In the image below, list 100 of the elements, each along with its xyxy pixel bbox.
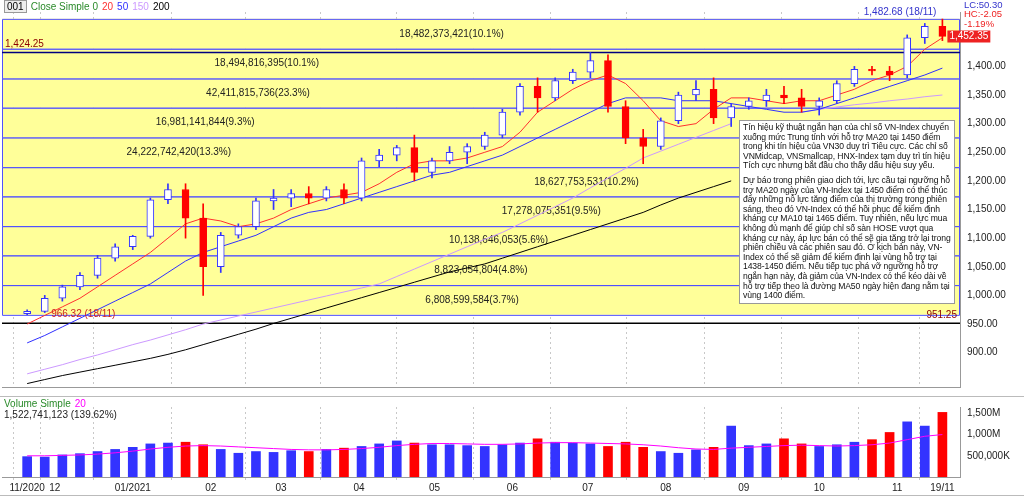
x-tick-label: 11/2020 [9, 481, 46, 493]
bar [462, 445, 472, 477]
band-label: 17,278,075,351(9.5%) [501, 204, 601, 216]
band-label: 18,494,816,395(10.1%) [214, 57, 320, 69]
y-tick-label: 1,250.00 [967, 146, 1007, 158]
legend-title: Volume Simple [4, 398, 71, 409]
bar [532, 438, 543, 477]
candlestick [639, 129, 648, 165]
text: 20 [74, 398, 86, 409]
bar [902, 421, 913, 477]
bar [22, 456, 32, 477]
text: LC:50.30 [964, 0, 1004, 10]
y-tick-label: 1,150.00 [967, 203, 1007, 215]
annotation: Tín hiệu kỹ thuật ngắn hạn của chỉ số VN-Index chuyển xuống mức Trung tính với hỗ trợ MA20 tại 1450 điểm trong khi tín hiệu của VN30 duy trì Tiêu cực. Các chỉ số VNMidcap, VNSmallcap, HNX-Index tạm duy trì tín hiệu Tích cực nhưng bắt đầu cho thấy dấu hiệu suy yếu. [743, 122, 951, 171]
x-tick-label: 12 [49, 481, 61, 493]
bar [427, 444, 437, 477]
x-tick-label: 03 [275, 481, 288, 493]
y-tick-label: 1,200.00 [967, 174, 1007, 186]
bar [444, 444, 455, 477]
bar [286, 450, 296, 477]
x-tick-label: 01/2021 [114, 481, 152, 493]
bar [110, 449, 120, 477]
text: 150 [132, 1, 149, 12]
bar [550, 441, 561, 477]
text: 50 [117, 1, 129, 12]
annotation: 1,482.68 (18/11) [863, 5, 937, 17]
band-label: 24,222,742,420(13.3%) [126, 146, 232, 158]
y-tick-label: 1,400.00 [967, 60, 1007, 72]
bar [163, 442, 173, 477]
bar [215, 449, 226, 477]
bar [726, 425, 737, 477]
x-tick-label: 02 [205, 481, 217, 493]
x-tick-label: 06 [506, 481, 519, 493]
bar [127, 446, 138, 477]
bar [39, 456, 50, 477]
bar [479, 446, 490, 477]
bar [603, 446, 613, 477]
y-tick-label: 1,000M [967, 428, 1001, 440]
x-tick-label: 19/11 [930, 481, 955, 493]
bar [268, 452, 279, 477]
bar [515, 442, 525, 477]
y-tick-label: 900.00 [967, 346, 999, 358]
text: 20 [101, 1, 114, 12]
annotation: 001 [4, 0, 27, 13]
bar [339, 447, 349, 477]
note-box: Tín hiệu kỹ thuật ngắn hạn của chỉ số VN-Index chuyển xuống mức Trung tính với hỗ trợ MA20 tại 1450 điểm trong khi tín hiệu của VN30 duy trì Tiêu cực. Các chỉ số VNMidcap, VNSmallcap, HNX-Index tạm duy trì tín hiệu Tích cực nhưng bắt đầu cho thấy dấu hiệu suy yếu. Dự báo trong phiên giao dịch tới, lực cầu tại ngưỡng hỗ trợ MA20 ngày của VN-Index tại 1450 điểm có thể thúc đẩy những nỗ lực tăng điểm của thị trường trong phiên sáng, theo đó VN-Index có thể hồi phục để kiểm định kháng cự MA10 tại 1465 điểm. Tuy nhiên, nếu lực mua không đủ mạnh để giúp chỉ số sàn HOSE vượt qua kháng cự này, áp lực bán có thể sẽ gia tăng trở lại trong phiên chiều và các phiên sau đó. Ở kịch bản này, VN-Index có thể sẽ giảm để kiểm định lại vùng hỗ trợ tại 1438-1450 điểm. Nếu tiếp tục phá vỡ ngưỡng hỗ trợ ngắn hạn này, đà giảm của VN-Index có thể kéo dài về hỗ trợ tiếp theo là đường MA50 ngày hiện đang nằm tại vùng 1400 điểm. [739, 120, 955, 304]
band-label: 18,627,753,531(10.2%) [534, 175, 639, 187]
bar [708, 446, 719, 477]
bar [356, 446, 367, 477]
bar [233, 452, 244, 477]
x-tick-label: 07 [582, 481, 594, 493]
bar [497, 444, 508, 477]
band-label: 42,411,815,736(23.3%) [206, 86, 310, 98]
x-tick-label: 05 [428, 481, 441, 493]
bar [303, 451, 314, 477]
x-tick-label: 04 [353, 481, 366, 493]
bar [779, 438, 789, 477]
bar [374, 443, 384, 477]
y-tick-label: 1,350.00 [967, 88, 1007, 100]
y-tick-label: 950.00 [967, 317, 999, 329]
legend-title: Close Simple 0 [30, 1, 98, 12]
bar [937, 412, 948, 477]
text: HC:-2.05 [964, 8, 1003, 20]
bar [321, 449, 332, 477]
bar [814, 446, 825, 477]
bar [867, 439, 877, 477]
bar [655, 451, 666, 477]
band-label: 6,808,599,584(3.7%) [425, 293, 519, 305]
y-tick-label: 1,000.00 [967, 289, 1007, 301]
band-label: 18,482,373,421(10.1%) [399, 27, 504, 39]
bar [75, 453, 85, 477]
x-tick-label: 09 [738, 481, 750, 493]
bar [567, 442, 578, 477]
bar [198, 444, 208, 477]
bar [673, 452, 684, 477]
bar [691, 449, 701, 477]
x-tick-label: 11 [891, 481, 903, 493]
band-label: 16,981,141,844(9.3%) [155, 116, 255, 128]
bar [884, 432, 895, 477]
y-tick-label: 1,050.00 [967, 260, 1007, 272]
bar [391, 440, 402, 477]
bar [919, 425, 930, 477]
ref-line-label: 1,424.25 [5, 38, 45, 50]
band-label: 10,138,646,053(5.6%) [448, 234, 548, 246]
y-tick-label: 1,300.00 [967, 117, 1007, 129]
bar [743, 445, 754, 477]
text: 200 [152, 1, 170, 12]
text: -1.19% [964, 17, 996, 29]
x-tick-label: 10 [813, 481, 826, 493]
bar [251, 451, 261, 477]
annotation: 1,522,741,123 (139.62%) [4, 409, 117, 420]
annotation: 1,452.35 [949, 30, 989, 42]
bar [831, 444, 842, 477]
bar [638, 446, 649, 477]
y-tick-label: 1,500M [967, 407, 1001, 419]
bar [585, 443, 596, 477]
y-tick-label: 500,000K [967, 449, 1011, 461]
y-tick-label: 1,100.00 [967, 231, 1007, 243]
bar [849, 441, 860, 477]
x-tick-label: 08 [660, 481, 672, 493]
